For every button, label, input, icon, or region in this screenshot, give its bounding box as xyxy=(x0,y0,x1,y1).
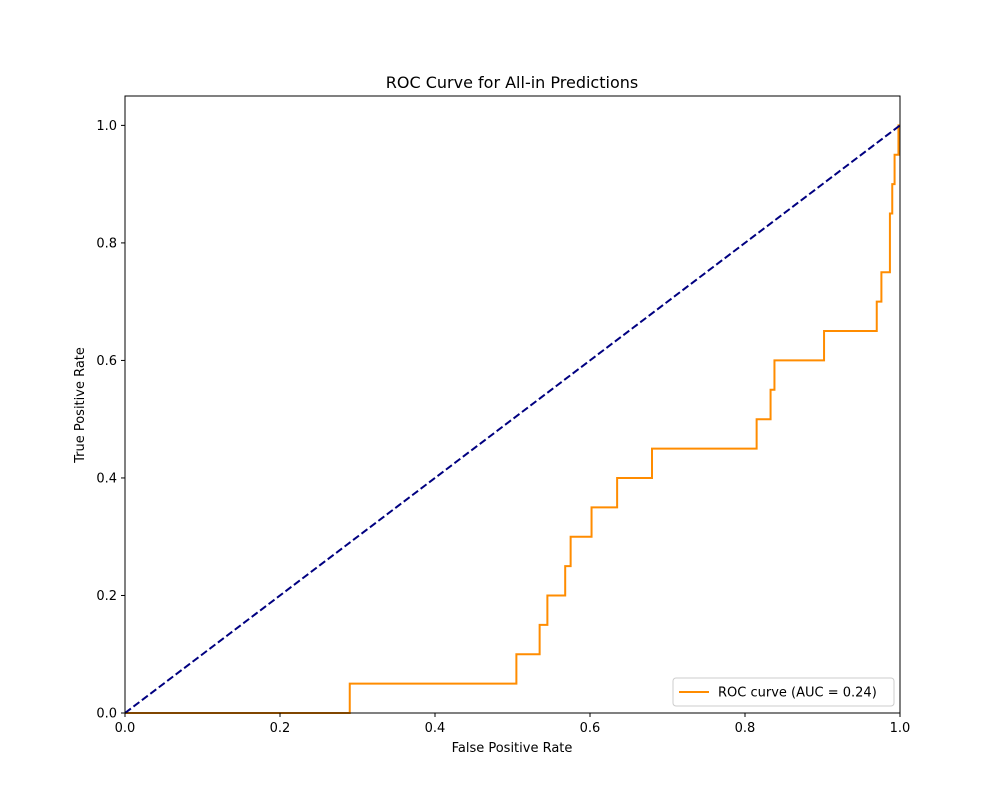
y-tick-label: 0.0 xyxy=(96,707,117,722)
y-tick-label: 0.2 xyxy=(96,589,117,604)
legend-label: ROC curve (AUC = 0.24) xyxy=(718,686,877,701)
x-tick-label: 0.4 xyxy=(425,721,446,736)
x-axis-label: False Positive Rate xyxy=(452,741,573,756)
x-tick-label: 0.6 xyxy=(580,721,601,736)
plot-frame xyxy=(124,95,901,714)
y-tick-label: 1.0 xyxy=(96,119,117,134)
y-tick-label: 0.4 xyxy=(96,471,117,486)
x-tick-label: 0.2 xyxy=(270,721,291,736)
x-tick-label: 0.0 xyxy=(115,721,136,736)
x-tick-label: 0.8 xyxy=(735,721,756,736)
chance-diagonal-line xyxy=(124,124,901,714)
roc-curve-line xyxy=(125,124,900,714)
y-tick-label: 0.8 xyxy=(96,236,117,251)
x-tick-label: 1.0 xyxy=(890,721,911,736)
legend-box xyxy=(672,677,895,707)
plot-area: 0.0 0.2 0.4 0.6 0.8 1.0 0.0 0.2 0.4 0.6 0.8 1.0 ROC … xyxy=(96,95,911,736)
y-axis-label: True Positive Rate xyxy=(73,347,88,464)
y-tick-label: 0.6 xyxy=(96,354,117,369)
chart-title: ROC Curve for All-in Predictions xyxy=(386,73,638,92)
